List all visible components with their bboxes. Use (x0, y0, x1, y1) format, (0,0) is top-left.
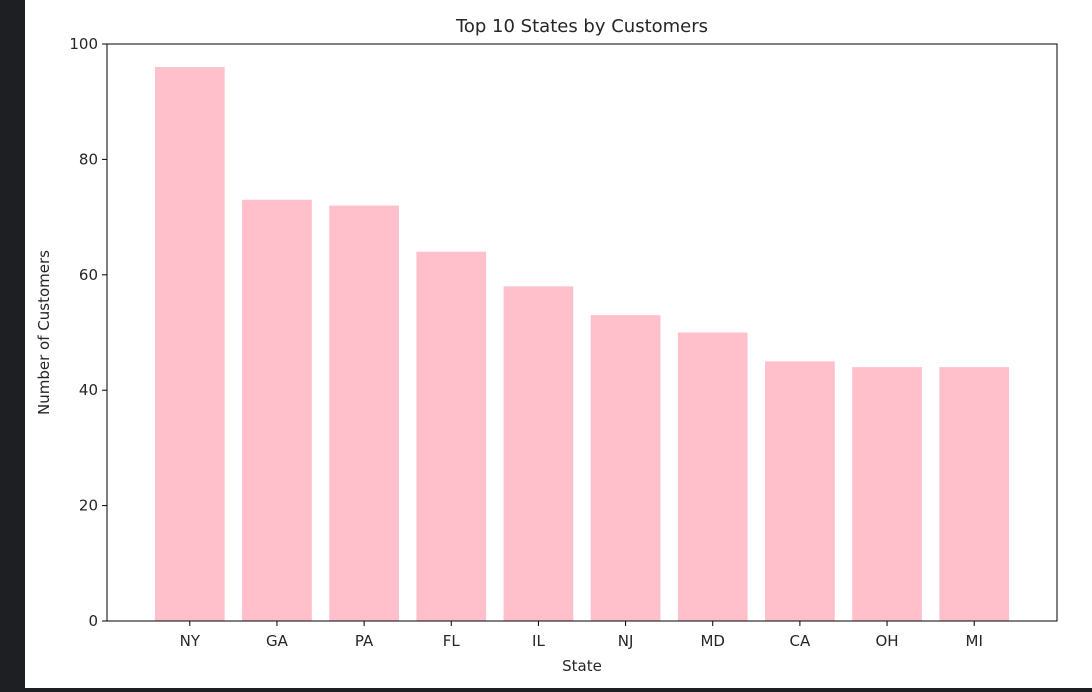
y-tick-label: 40 (79, 381, 98, 399)
bar-ca (765, 361, 835, 621)
bar-md (677, 332, 748, 621)
bars-group (154, 67, 1010, 622)
bar-ga (242, 199, 312, 622)
chart-title: Top 10 States by Customers (455, 16, 708, 37)
bar-il (503, 286, 574, 621)
plot-frame (106, 43, 1058, 622)
y-tick-label: 60 (79, 266, 98, 284)
bar-fl (416, 251, 487, 621)
bar-pa (329, 205, 399, 621)
x-tick-label: NJ (618, 632, 634, 650)
x-tick-label: PA (355, 632, 374, 650)
y-tick-label: 80 (79, 150, 98, 168)
x-tick-label: OH (875, 632, 898, 650)
bar-chart: Top 10 States by Customers 020406080100 … (35, 16, 1058, 675)
y-tick-label: 20 (79, 497, 98, 515)
bar-ny (154, 67, 225, 621)
x-tick-label: NY (180, 632, 201, 650)
y-tick-label: 0 (88, 612, 98, 630)
x-tick-label: CA (790, 632, 811, 650)
x-tick-label: IL (532, 632, 545, 650)
y-axis-label: Number of Customers (35, 250, 53, 415)
x-axis: NY GA PA FL IL NJ MD CA OH MI (180, 621, 983, 650)
bar-mi (939, 367, 1010, 621)
y-tick-label: 100 (69, 35, 98, 53)
x-tick-label: GA (266, 632, 289, 650)
bar-nj (590, 315, 661, 621)
bar-oh (852, 367, 922, 621)
chart-canvas: Top 10 States by Customers 0 20 40 60 80 100 … (25, 0, 1092, 688)
x-axis-label: State (562, 657, 602, 675)
x-tick-label: MD (700, 632, 725, 650)
x-tick-label: MI (966, 632, 983, 650)
x-tick-label: FL (443, 632, 461, 650)
y-axis: 0 20 40 60 80 100 (69, 35, 107, 630)
